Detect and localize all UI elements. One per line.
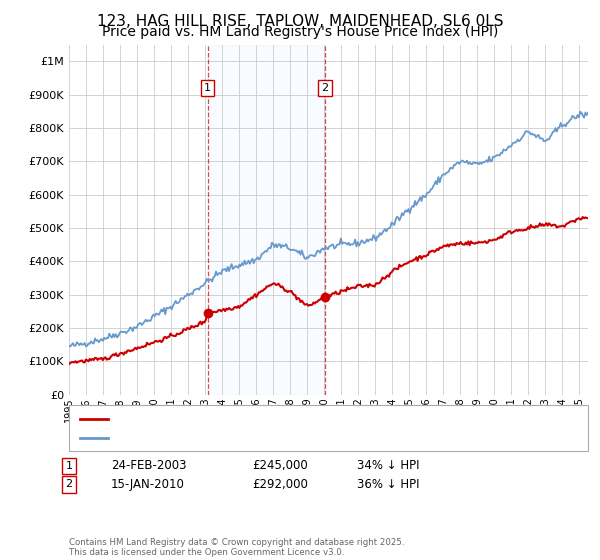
Text: Contains HM Land Registry data © Crown copyright and database right 2025.
This d: Contains HM Land Registry data © Crown c… [69, 538, 404, 557]
Text: 1: 1 [65, 461, 73, 471]
Bar [208, 45, 325, 395]
Text: 123, HAG HILL RISE, TAPLOW, MAIDENHEAD, SL6 0LS: 123, HAG HILL RISE, TAPLOW, MAIDENHEAD, … [97, 14, 503, 29]
Text: 2: 2 [322, 83, 328, 93]
Text: 36% ↓ HPI: 36% ↓ HPI [357, 478, 419, 491]
Text: Price paid vs. HM Land Registry's House Price Index (HPI): Price paid vs. HM Land Registry's House … [102, 25, 498, 39]
Text: 34% ↓ HPI: 34% ↓ HPI [357, 459, 419, 473]
Text: HPI: Average price, detached house, Buckinghamshire: HPI: Average price, detached house, Buck… [114, 433, 398, 443]
Text: 24-FEB-2003: 24-FEB-2003 [111, 459, 187, 473]
Text: 2: 2 [65, 479, 73, 489]
Text: £245,000: £245,000 [252, 459, 308, 473]
Text: 1: 1 [204, 83, 211, 93]
Text: £292,000: £292,000 [252, 478, 308, 491]
Text: 123, HAG HILL RISE, TAPLOW, MAIDENHEAD, SL6 0LS (detached house): 123, HAG HILL RISE, TAPLOW, MAIDENHEAD, … [114, 414, 485, 424]
Text: 15-JAN-2010: 15-JAN-2010 [111, 478, 185, 491]
